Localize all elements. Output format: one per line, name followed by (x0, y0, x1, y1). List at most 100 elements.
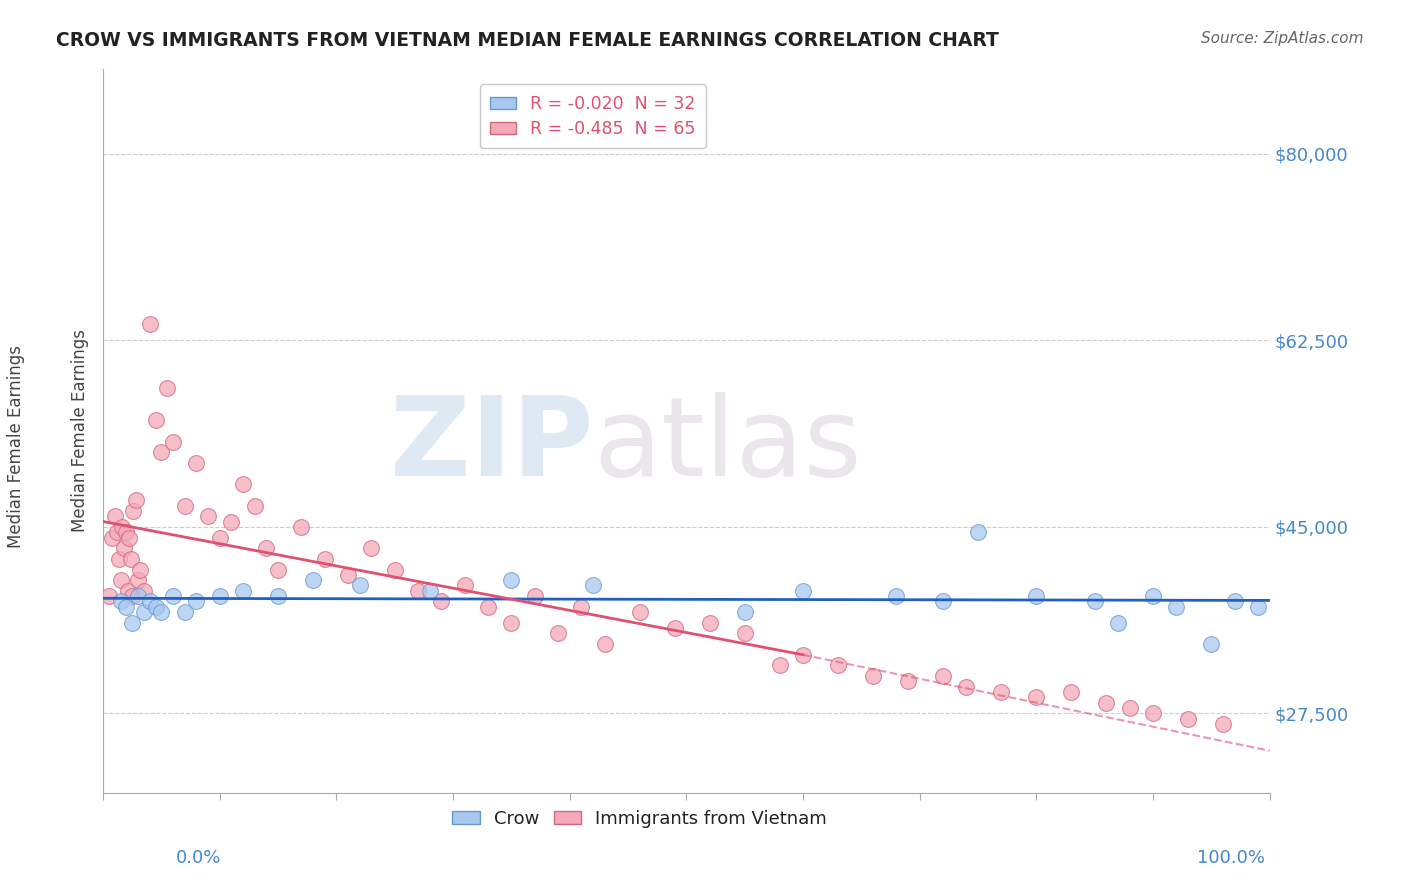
Point (932, 594, 955, 608)
Point (547, 626, 569, 640)
Point (162, 589, 184, 603)
Point (120, 552, 142, 566)
Point (117, 583, 139, 598)
Point (115, 599, 138, 614)
Text: atlas: atlas (593, 392, 862, 499)
Point (792, 583, 814, 598)
Point (221, 515, 243, 529)
Point (105, 525, 128, 540)
Point (1107, 615, 1129, 630)
Point (125, 493, 148, 508)
Point (118, 531, 141, 545)
Legend: Crow, Immigrants from Vietnam: Crow, Immigrants from Vietnam (446, 803, 834, 835)
Point (173, 499, 195, 513)
Point (162, 434, 184, 449)
Point (115, 525, 138, 540)
Point (110, 594, 132, 608)
Point (208, 531, 231, 545)
Point (360, 541, 382, 556)
Point (145, 599, 167, 614)
Point (337, 567, 360, 582)
Text: 100.0%: 100.0% (1198, 849, 1265, 867)
Point (302, 573, 325, 587)
Point (1025, 690, 1047, 705)
Point (145, 413, 167, 427)
Point (384, 562, 406, 576)
Point (127, 573, 149, 587)
Point (593, 637, 616, 651)
Point (967, 525, 990, 540)
Text: Median Female Earnings: Median Female Earnings (7, 344, 25, 548)
Point (886, 589, 908, 603)
Point (129, 562, 152, 576)
Point (232, 477, 254, 491)
Point (110, 573, 132, 587)
Point (990, 685, 1012, 699)
Point (122, 504, 145, 518)
Point (256, 541, 278, 556)
Point (955, 680, 977, 694)
Point (208, 589, 231, 603)
Point (290, 520, 312, 534)
Point (1025, 589, 1047, 603)
Point (1247, 599, 1270, 614)
Point (582, 578, 605, 592)
Text: Source: ZipAtlas.com: Source: ZipAtlas.com (1201, 31, 1364, 46)
Point (897, 674, 920, 689)
Point (827, 658, 849, 673)
Point (406, 583, 429, 598)
Point (139, 594, 162, 608)
Point (1223, 594, 1246, 608)
Point (173, 605, 195, 619)
Point (699, 615, 721, 630)
Point (314, 552, 336, 566)
Point (101, 531, 124, 545)
Point (121, 589, 143, 603)
Y-axis label: Median Female Earnings: Median Female Earnings (72, 329, 89, 533)
Point (932, 669, 955, 683)
Point (1212, 717, 1234, 731)
Point (501, 573, 523, 587)
Point (1060, 685, 1083, 699)
Point (571, 599, 593, 614)
Point (454, 578, 477, 592)
Point (792, 648, 814, 662)
Point (156, 381, 179, 395)
Point (1095, 696, 1118, 710)
Point (121, 615, 143, 630)
Point (1142, 589, 1164, 603)
Point (186, 456, 208, 470)
Point (1142, 706, 1164, 721)
Point (769, 658, 792, 673)
Point (97, 589, 120, 603)
Point (267, 562, 290, 576)
Point (150, 445, 173, 459)
Point (197, 509, 219, 524)
Text: ZIP: ZIP (389, 392, 593, 499)
Point (1118, 701, 1140, 715)
Point (664, 621, 686, 635)
Point (111, 520, 134, 534)
Point (523, 589, 546, 603)
Point (419, 583, 441, 598)
Point (186, 594, 208, 608)
Point (243, 499, 266, 513)
Point (150, 605, 173, 619)
Point (267, 589, 290, 603)
Point (628, 605, 651, 619)
Point (1177, 712, 1199, 726)
Point (734, 605, 756, 619)
Point (139, 318, 162, 332)
Point (862, 669, 884, 683)
Point (132, 605, 155, 619)
Point (1084, 594, 1107, 608)
Point (127, 589, 149, 603)
Point (1201, 637, 1223, 651)
Text: 0.0%: 0.0% (176, 849, 221, 867)
Point (430, 594, 453, 608)
Point (132, 583, 155, 598)
Point (1166, 599, 1188, 614)
Point (108, 552, 131, 566)
Text: CROW VS IMMIGRANTS FROM VIETNAM MEDIAN FEMALE EARNINGS CORRELATION CHART: CROW VS IMMIGRANTS FROM VIETNAM MEDIAN F… (56, 31, 1000, 50)
Point (734, 626, 756, 640)
